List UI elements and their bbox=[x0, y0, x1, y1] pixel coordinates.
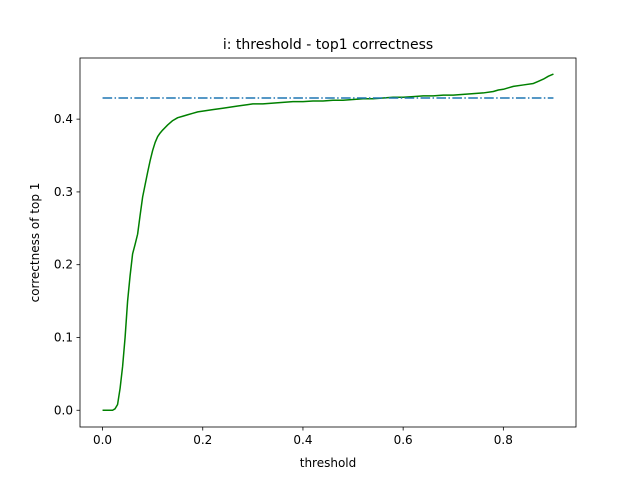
plot-area bbox=[102, 73, 554, 412]
y-tick-label: 0.3 bbox=[54, 185, 73, 199]
ticks: 0.0 0.2 0.4 0.6 0.8 0.0 0.1 0.2 0.3 0.4 bbox=[54, 112, 513, 447]
x-tick-label: 0.6 bbox=[394, 433, 413, 447]
x-tick-label: 0.0 bbox=[93, 433, 112, 447]
axes-frame bbox=[79, 57, 577, 428]
x-axis-label: threshold bbox=[300, 456, 357, 470]
x-tick-label: 0.8 bbox=[494, 433, 513, 447]
chart-title: i: threshold - top1 correctness bbox=[223, 37, 433, 53]
series-line-correctness bbox=[102, 73, 554, 412]
y-tick-label: 0.4 bbox=[54, 112, 73, 126]
y-axis-label: correctness of top 1 bbox=[28, 183, 42, 303]
x-tick-label: 0.2 bbox=[193, 433, 212, 447]
y-tick-label: 0.1 bbox=[54, 330, 73, 344]
x-tick-label: 0.4 bbox=[293, 433, 312, 447]
y-tick-label: 0.2 bbox=[54, 258, 73, 272]
y-tick-label: 0.0 bbox=[54, 403, 73, 417]
